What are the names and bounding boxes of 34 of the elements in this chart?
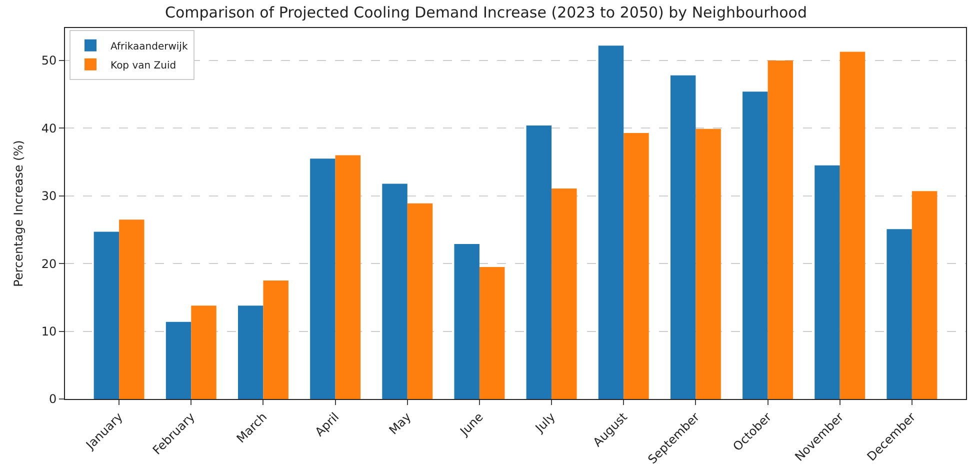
bar bbox=[742, 92, 768, 399]
y-tick-label: 10 bbox=[41, 324, 57, 338]
bar bbox=[454, 244, 480, 399]
bar bbox=[840, 52, 866, 399]
bar bbox=[263, 280, 288, 399]
bar bbox=[119, 220, 144, 399]
bar bbox=[768, 60, 794, 399]
legend-label: Kop van Zuid bbox=[110, 60, 176, 72]
bar bbox=[238, 306, 264, 399]
y-tick-label: 30 bbox=[41, 189, 57, 204]
bar bbox=[382, 184, 408, 399]
bar bbox=[814, 165, 840, 399]
y-tick-label: 0 bbox=[48, 392, 57, 406]
bar bbox=[598, 46, 624, 399]
bar bbox=[552, 188, 577, 399]
bar bbox=[407, 203, 433, 399]
bar bbox=[624, 132, 649, 399]
bar bbox=[526, 125, 552, 399]
y-tick-label: 20 bbox=[41, 256, 57, 271]
y-tick-label: 50 bbox=[41, 54, 57, 68]
legend-label: Afrikaanderwijk bbox=[110, 41, 188, 52]
bar bbox=[479, 266, 505, 399]
y-axis-title: Percentage Increase (%) bbox=[12, 140, 26, 287]
bar bbox=[670, 75, 696, 399]
bar bbox=[886, 229, 912, 399]
bar bbox=[310, 158, 336, 399]
bar bbox=[912, 191, 938, 399]
y-tick-label: 40 bbox=[41, 121, 57, 136]
bar bbox=[696, 128, 721, 399]
bar bbox=[166, 322, 192, 399]
bar bbox=[191, 306, 216, 399]
chart-title: Comparison of Projected Cooling Demand Increase (2023 to 2050) by Neighbourhood bbox=[165, 4, 807, 22]
bar bbox=[94, 232, 120, 399]
bar bbox=[335, 155, 361, 399]
